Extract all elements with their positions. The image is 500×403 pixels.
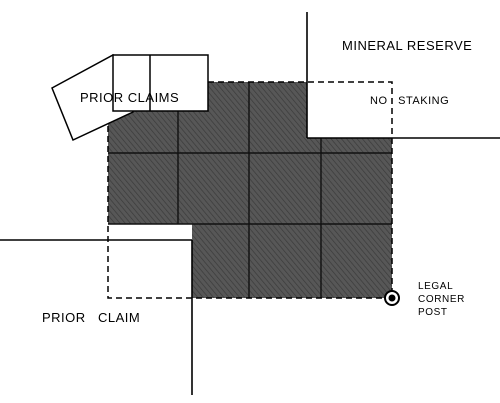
label-prior-claims: PRIOR CLAIMS: [80, 90, 179, 105]
prior-claims-boxes: [51, 53, 209, 142]
label-mineral-reserve: MINERAL RESERVE: [342, 38, 472, 53]
label-legal-corner-post-line-1: LEGAL: [418, 281, 453, 292]
legal-corner-post-icon: [384, 290, 400, 306]
label-prior-claim: PRIOR CLAIM: [42, 310, 140, 325]
boundary-lines: [0, 12, 500, 395]
staked-claims-area: [108, 82, 392, 298]
label-no-staking: NO STAKING: [370, 95, 449, 107]
label-legal-corner-post-line-3: POST: [418, 307, 448, 318]
claim-grid: [108, 82, 392, 298]
label-legal-corner-post-line-2: CORNER: [418, 294, 465, 305]
